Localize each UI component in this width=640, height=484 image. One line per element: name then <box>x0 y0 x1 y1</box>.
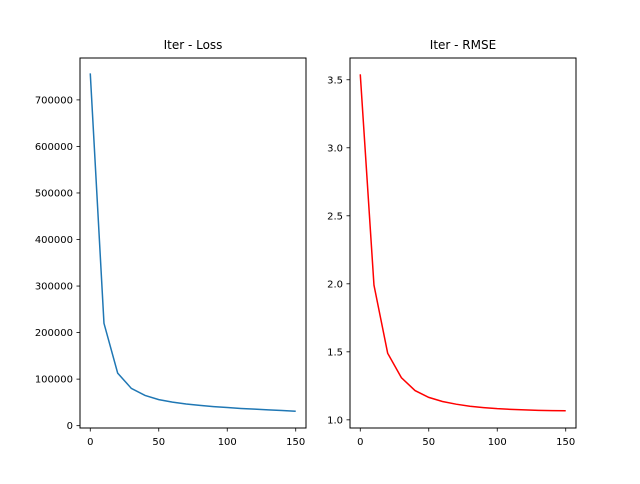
rmse-y-tick-label: 1.5 <box>327 347 343 358</box>
rmse-y-tick-label: 2.0 <box>327 279 343 290</box>
rmse-series-line <box>359 74 566 412</box>
rmse-x-tick-label: 150 <box>556 437 575 448</box>
rmse-x-tick-label: 50 <box>422 437 435 448</box>
loss-series-line <box>89 73 296 412</box>
rmse-y-tick-label: 2.5 <box>327 211 343 222</box>
loss-y-tick-label: 200000 <box>35 328 73 339</box>
loss-x-tick-label: 50 <box>152 437 165 448</box>
rmse-chart: Iter - RMSE 0 50 100 150 1.0 1.5 2.0 2.5 3.0 3.5 <box>327 38 577 448</box>
loss-x-tick-label: 150 <box>286 437 305 448</box>
loss-chart-title: Iter - Loss <box>164 38 223 52</box>
rmse-x-tick-label: 0 <box>357 437 363 448</box>
loss-y-tick-label: 700000 <box>35 95 73 106</box>
rmse-y-tick-label: 1.0 <box>327 415 343 426</box>
loss-y-tick-label: 100000 <box>35 375 73 386</box>
loss-x-ticks: 0 50 100 150 <box>87 428 305 448</box>
loss-y-tick-label: 600000 <box>35 142 73 153</box>
loss-x-tick-label: 100 <box>218 437 237 448</box>
rmse-y-ticks: 1.0 1.5 2.0 2.5 3.0 3.5 <box>327 75 350 426</box>
loss-y-tick-label: 300000 <box>35 282 73 293</box>
loss-plot-frame <box>79 57 307 429</box>
rmse-x-ticks: 0 50 100 150 <box>357 428 575 448</box>
loss-y-tick-label: 500000 <box>35 188 73 199</box>
rmse-chart-title: Iter - RMSE <box>430 38 496 52</box>
rmse-x-tick-label: 100 <box>488 437 507 448</box>
rmse-y-tick-label: 3.5 <box>327 75 343 86</box>
loss-chart: Iter - Loss 0 50 100 150 0 100000 200000 30000… <box>35 38 307 448</box>
rmse-y-tick-label: 3.0 <box>327 143 343 154</box>
loss-y-tick-label: 400000 <box>35 235 73 246</box>
loss-y-tick-label: 0 <box>67 421 73 432</box>
loss-y-ticks: 0 100000 200000 300000 400000 500000 600000 700… <box>35 95 80 432</box>
rmse-plot-frame <box>349 57 577 429</box>
loss-x-tick-label: 0 <box>87 437 93 448</box>
